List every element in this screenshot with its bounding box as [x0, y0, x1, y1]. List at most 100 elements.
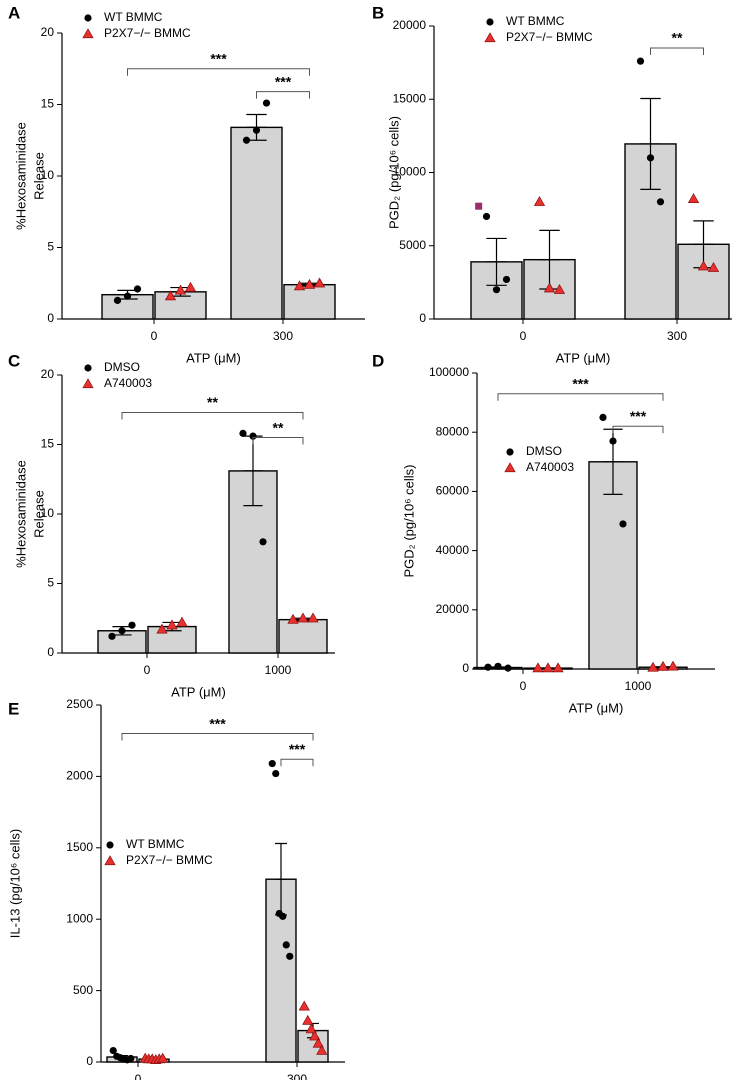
- y-tick-label: 5000: [399, 238, 426, 252]
- significance-label: ***: [209, 715, 226, 731]
- y-tick-label: 15: [41, 97, 55, 111]
- significance-bracket: [650, 47, 704, 55]
- significance-label: **: [207, 394, 218, 410]
- y-tick-label: 10000: [393, 165, 427, 179]
- legend-marker: [84, 14, 92, 22]
- bar: [588, 461, 638, 670]
- y-tick-label: 20: [41, 25, 55, 39]
- bar: [283, 283, 336, 320]
- bar: [230, 126, 283, 320]
- x-tick-label: 0: [520, 679, 527, 693]
- panel-letter: E: [8, 699, 19, 718]
- y-tick-label: 10: [41, 168, 55, 182]
- legend-marker: [504, 462, 516, 473]
- significance-bracket: [127, 68, 310, 76]
- legend-marker: [84, 364, 92, 372]
- y-tick-label: 20: [41, 367, 55, 381]
- data-point: [164, 290, 177, 301]
- data-point: [647, 661, 659, 672]
- error-bar: [693, 220, 714, 269]
- legend-marker: [104, 855, 116, 866]
- error-bar: [539, 229, 560, 290]
- data-point: [532, 662, 544, 673]
- data-point: [636, 57, 645, 65]
- data-point: [609, 437, 617, 445]
- data-point: [494, 662, 502, 670]
- y-tick-label: 80000: [436, 424, 470, 438]
- y-tick-label: 0: [419, 311, 426, 325]
- data-point: [657, 660, 669, 671]
- panel-letter: A: [8, 3, 20, 22]
- data-point: [166, 619, 178, 630]
- significance-label: ***: [210, 50, 227, 66]
- legend-label: WT BMMC: [506, 14, 565, 28]
- significance-label: **: [672, 30, 683, 46]
- legend-label: A740003: [526, 460, 574, 474]
- data-point: [303, 278, 316, 289]
- significance-label: ***: [630, 408, 647, 424]
- legend-label: P2X7−/− BMMC: [126, 853, 213, 867]
- y-tick-label: 20000: [393, 18, 427, 32]
- x-axis-label: ATP (μM): [556, 350, 611, 365]
- data-point: [272, 769, 280, 778]
- y-tick-label: 0: [47, 645, 54, 659]
- data-point: [484, 663, 492, 671]
- significance-bracket: [121, 412, 304, 420]
- data-point: [259, 538, 267, 546]
- y-axis-label: %Hexosaminidase: [13, 460, 28, 568]
- significance-bracket: [256, 91, 310, 99]
- y-axis-label: PGD₂ (pg/10⁶ cells): [401, 465, 416, 578]
- data-point: [502, 275, 511, 284]
- y-tick-label: 0: [86, 1054, 93, 1068]
- square-point: [475, 202, 483, 210]
- legend-marker: [484, 32, 496, 43]
- x-axis-label: ATP (μM): [186, 350, 241, 365]
- y-tick-label: 5: [47, 240, 54, 254]
- y-tick-label: 40000: [436, 543, 470, 557]
- data-point: [282, 941, 290, 949]
- data-point: [687, 193, 700, 203]
- y-tick-label: 0: [462, 661, 469, 675]
- data-point: [113, 296, 122, 305]
- data-point: [108, 632, 116, 640]
- significance-bracket: [497, 393, 664, 401]
- data-point: [482, 212, 491, 221]
- significance-label: ***: [289, 741, 306, 757]
- significance-bracket: [612, 425, 664, 434]
- data-point: [656, 198, 665, 206]
- data-point: [133, 285, 142, 293]
- data-point: [599, 413, 607, 421]
- x-tick-label: 0: [135, 1072, 142, 1080]
- y-axis-label: %Hexosaminidase: [13, 122, 28, 230]
- y-axis-label: Release: [31, 490, 46, 538]
- y-tick-label: 20000: [436, 602, 470, 616]
- significance-bracket: [280, 758, 314, 767]
- x-tick-label: 300: [667, 329, 687, 343]
- x-tick-label: 1000: [625, 679, 652, 693]
- significance-label: **: [273, 419, 284, 435]
- data-point: [252, 126, 261, 134]
- significance-label: ***: [572, 375, 589, 391]
- data-point: [262, 99, 271, 107]
- error-bar: [486, 237, 507, 286]
- data-point: [287, 613, 299, 624]
- legend-marker: [506, 448, 514, 456]
- significance-bracket: [252, 437, 304, 445]
- data-point: [667, 660, 679, 671]
- data-point: [127, 1054, 135, 1063]
- y-axis-label: PGD₂ (pg/10⁶ cells): [386, 116, 401, 229]
- data-point: [239, 429, 247, 437]
- data-point: [619, 520, 627, 528]
- x-tick-label: 0: [520, 329, 527, 343]
- data-point: [307, 612, 319, 623]
- legend-marker: [486, 18, 494, 26]
- panel-letter: C: [8, 351, 20, 370]
- x-tick-label: 0: [144, 663, 151, 677]
- y-tick-label: 60000: [436, 484, 470, 498]
- y-tick-label: 1500: [66, 840, 93, 854]
- data-point: [128, 621, 136, 629]
- data-point: [302, 1014, 314, 1025]
- data-point: [309, 1030, 321, 1041]
- data-point: [156, 623, 168, 634]
